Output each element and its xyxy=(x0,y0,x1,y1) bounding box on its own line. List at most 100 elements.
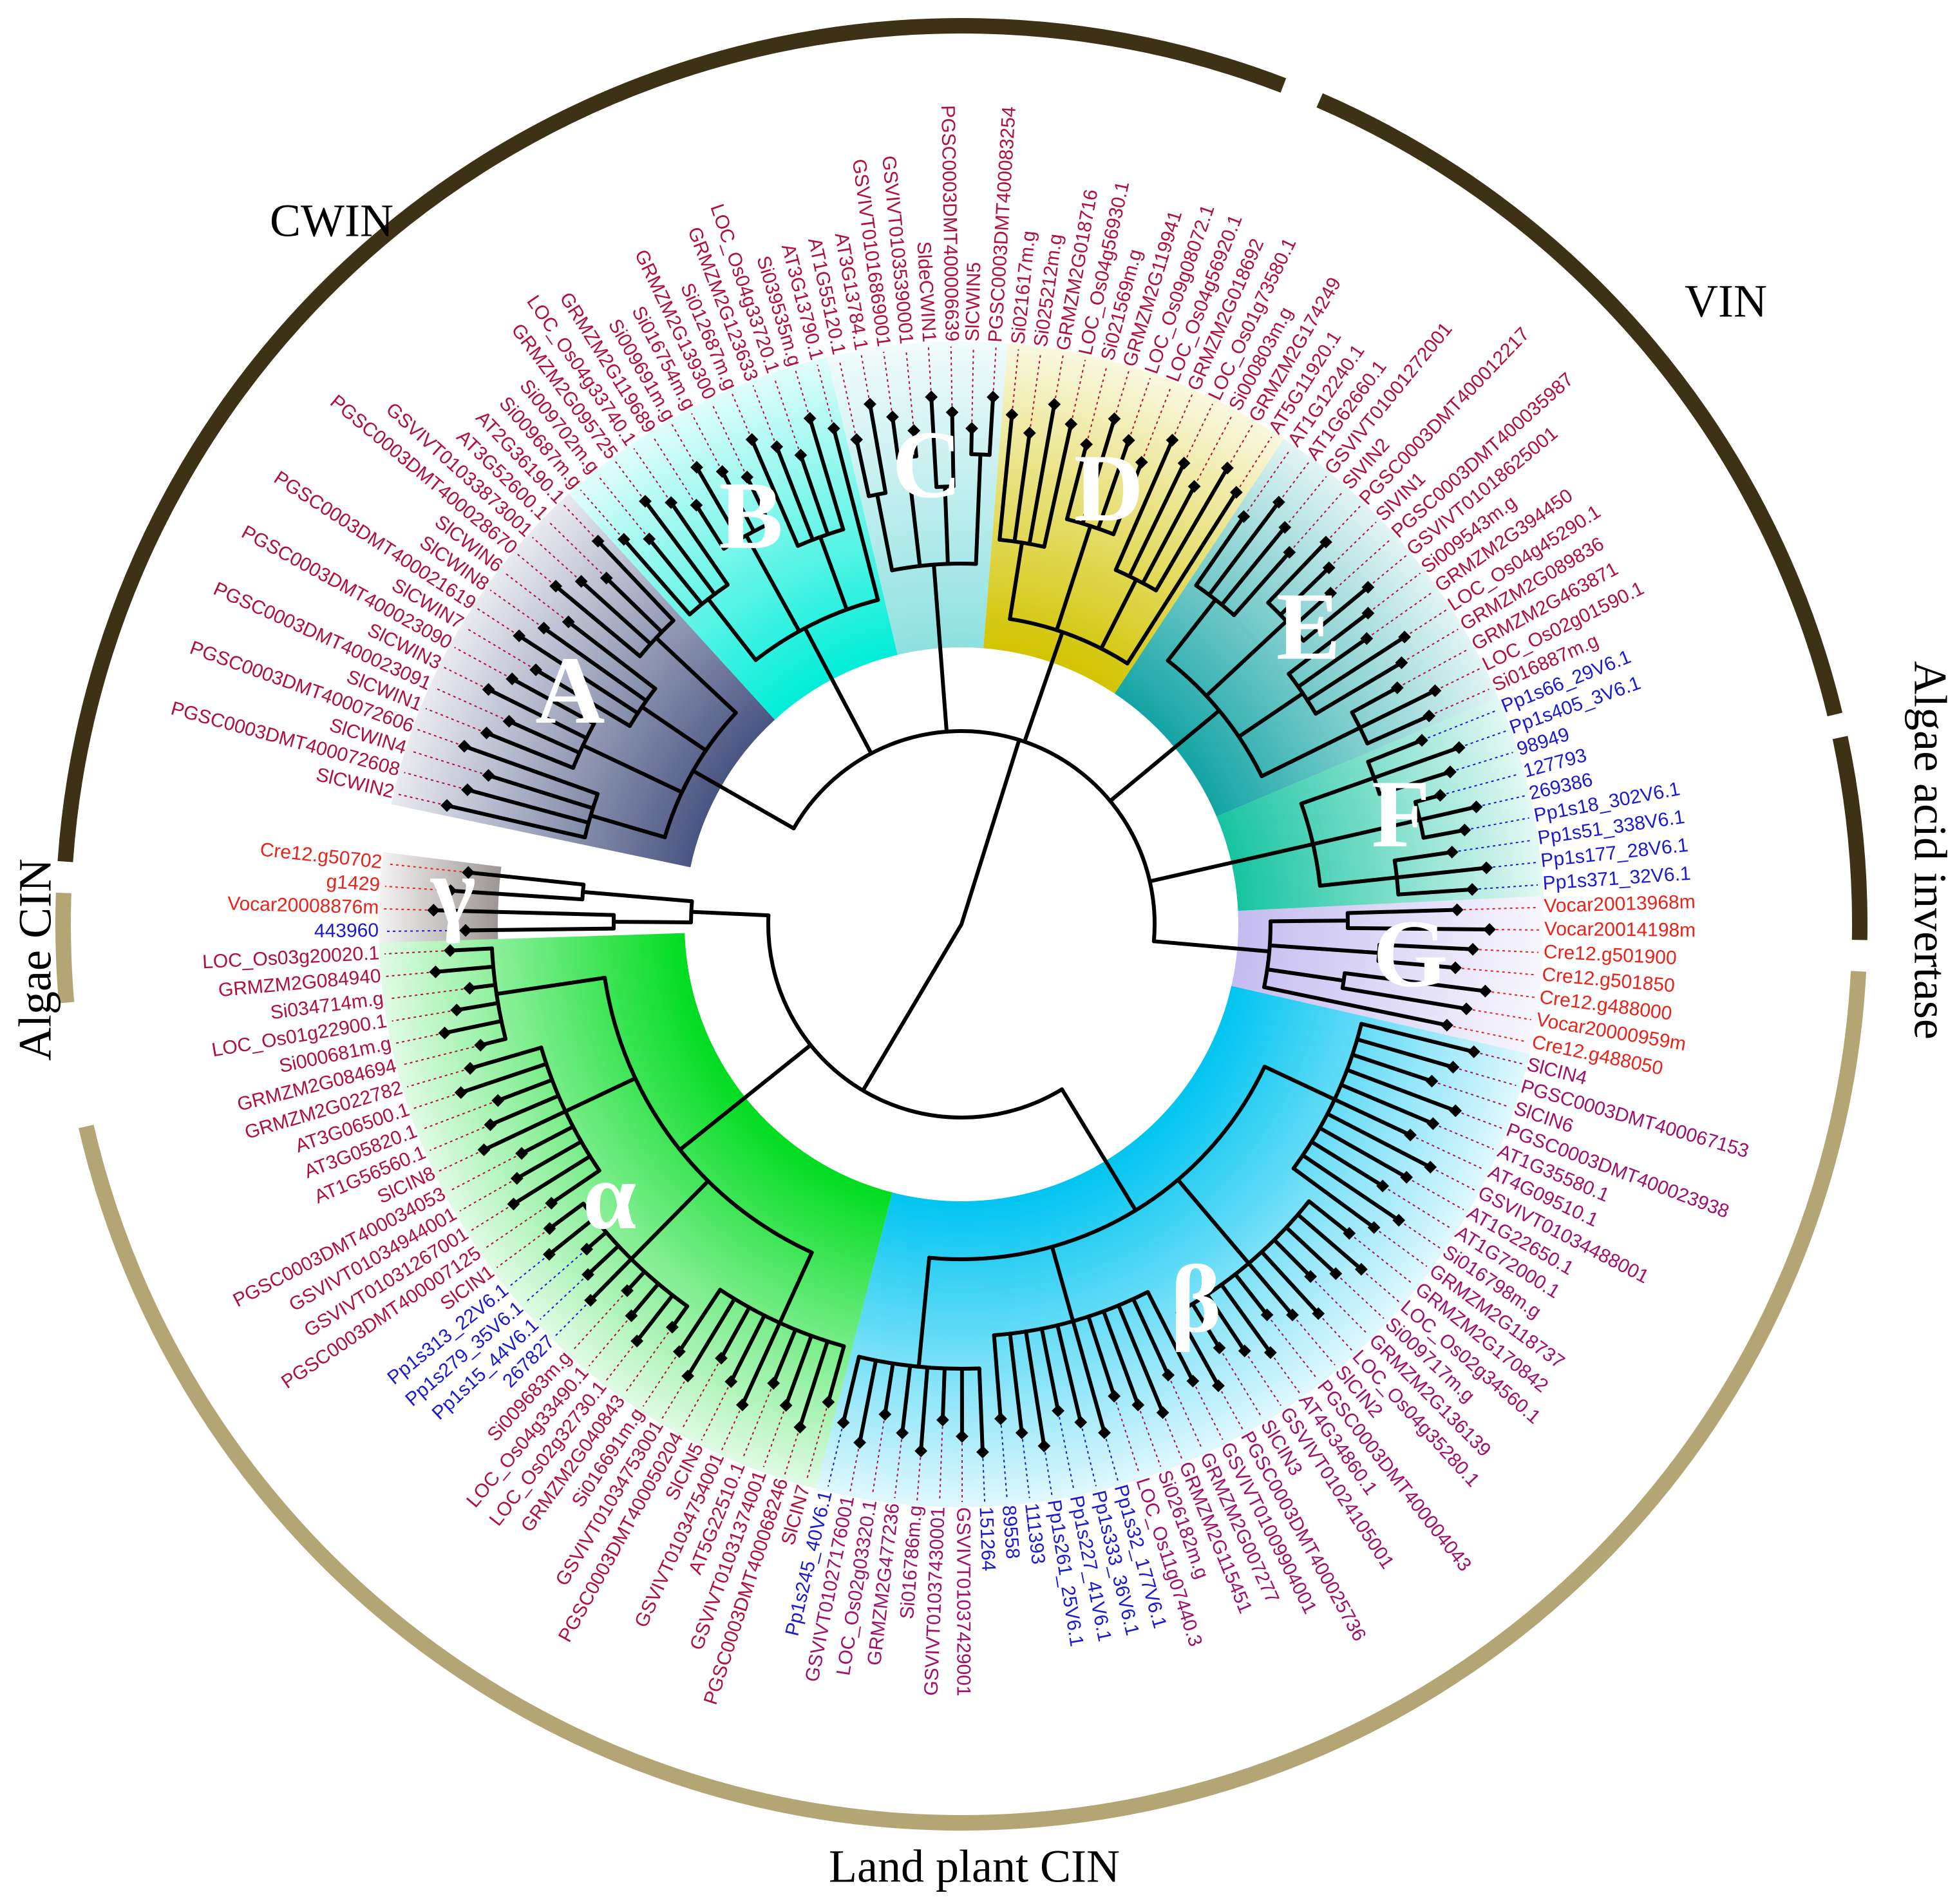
leaf-connector xyxy=(392,1010,451,1022)
leaf-tip xyxy=(1304,1270,1318,1283)
leaf-connector xyxy=(1273,1357,1300,1393)
leaf-tip xyxy=(464,1061,477,1075)
branch xyxy=(511,1154,592,1206)
leaf-connector xyxy=(417,728,459,745)
root-branch xyxy=(861,922,963,1093)
leaf-connector xyxy=(1388,1188,1453,1230)
branch xyxy=(744,533,802,634)
group-label: VIN xyxy=(1685,276,1767,327)
leaf-connector xyxy=(773,377,800,450)
leaf-connector xyxy=(384,950,444,955)
leaf-connector xyxy=(1458,839,1533,852)
branch-arc xyxy=(1166,658,1264,779)
branch xyxy=(542,626,648,703)
leaf-connector xyxy=(1143,385,1172,457)
leaf-tip xyxy=(936,1413,949,1427)
group-arc xyxy=(55,892,75,1004)
leaf-connector xyxy=(465,627,531,667)
leaf-tip xyxy=(427,904,440,917)
leaf-tip xyxy=(1433,788,1447,802)
leaf-tip xyxy=(1177,457,1191,470)
leaf-tip xyxy=(1135,455,1148,469)
branch xyxy=(1350,685,1399,714)
branch xyxy=(750,437,800,548)
branch xyxy=(784,1333,814,1407)
branch xyxy=(798,1339,830,1429)
branch xyxy=(1024,1329,1046,1448)
branch xyxy=(1204,619,1289,698)
leaf-label: Vocar20008876m xyxy=(227,893,379,918)
leaf-connector xyxy=(597,475,646,535)
leaf-connector xyxy=(1459,1068,1517,1087)
branch xyxy=(729,1313,767,1384)
branch xyxy=(1301,1153,1401,1223)
branch xyxy=(589,814,667,839)
clade-wedge xyxy=(1114,439,1498,817)
branch xyxy=(1350,1052,1434,1083)
leaf-connector xyxy=(439,1152,478,1172)
leaf-connector xyxy=(1472,1009,1531,1021)
branch xyxy=(1055,1323,1083,1425)
leaf-tip xyxy=(767,1376,780,1390)
branch xyxy=(566,620,657,691)
branch xyxy=(1125,569,1189,666)
leaf-connector xyxy=(1463,906,1539,911)
leaf-connector xyxy=(1439,1125,1494,1150)
leaf-tip xyxy=(1367,1221,1381,1234)
leaf-tip xyxy=(1395,656,1408,669)
leaf-tip xyxy=(1260,1308,1274,1322)
backbone-arc xyxy=(766,913,1064,1119)
leaf-tip xyxy=(1108,412,1121,426)
clade-wedges xyxy=(379,341,1544,1507)
branch xyxy=(1318,875,1399,888)
leaf-connector xyxy=(1030,352,1042,427)
leaf-connector xyxy=(1293,490,1345,548)
leaf-connector xyxy=(838,359,856,433)
clade-letter: β xyxy=(1171,1246,1222,1353)
leaf-connector xyxy=(1461,967,1537,976)
branch xyxy=(1287,611,1370,676)
leaf-tip xyxy=(1319,535,1332,549)
leaf-connector xyxy=(425,707,481,732)
leaf-connector xyxy=(615,461,642,497)
leaf-connector xyxy=(1372,555,1407,584)
leaf-connector xyxy=(448,1156,516,1192)
branch xyxy=(1260,1250,1321,1316)
leaf-connector xyxy=(1044,1452,1053,1496)
leaf-tip xyxy=(803,412,817,425)
leaf-tip xyxy=(878,1407,892,1421)
leaf-connector xyxy=(1427,709,1498,739)
leaf-connector xyxy=(563,504,594,537)
leaf-connector xyxy=(711,403,745,472)
leaf-connector xyxy=(642,1357,677,1407)
branch xyxy=(1190,1302,1222,1350)
group-arc xyxy=(1832,736,1867,940)
clade-letter: C xyxy=(892,411,961,518)
branch xyxy=(1310,817,1422,846)
branch xyxy=(486,687,589,740)
leaf-connector xyxy=(588,1320,628,1367)
branch xyxy=(581,890,694,904)
branch xyxy=(1151,939,1272,954)
leaf-connector xyxy=(384,908,428,911)
leaf-connector xyxy=(510,1257,545,1286)
branch xyxy=(621,537,692,616)
leaf-tip xyxy=(1005,408,1019,421)
branch xyxy=(579,579,653,646)
branch xyxy=(929,395,939,490)
branch xyxy=(1278,566,1331,617)
leaf-connector xyxy=(1372,573,1421,610)
clade-letter: E xyxy=(1276,573,1341,680)
branch xyxy=(604,576,664,634)
leaf-connector xyxy=(1139,1411,1162,1467)
branch xyxy=(1377,770,1452,796)
leaf-connector xyxy=(1479,949,1538,953)
leaf-connector xyxy=(762,1411,785,1468)
leaf-tip xyxy=(440,799,453,812)
branch xyxy=(1318,1126,1409,1179)
leaf-tip xyxy=(462,866,475,879)
leaf-tip xyxy=(1449,1104,1462,1118)
branch-arc xyxy=(927,1064,1267,1261)
leaf-connector xyxy=(555,1304,587,1337)
branch-arc xyxy=(1008,616,1130,666)
